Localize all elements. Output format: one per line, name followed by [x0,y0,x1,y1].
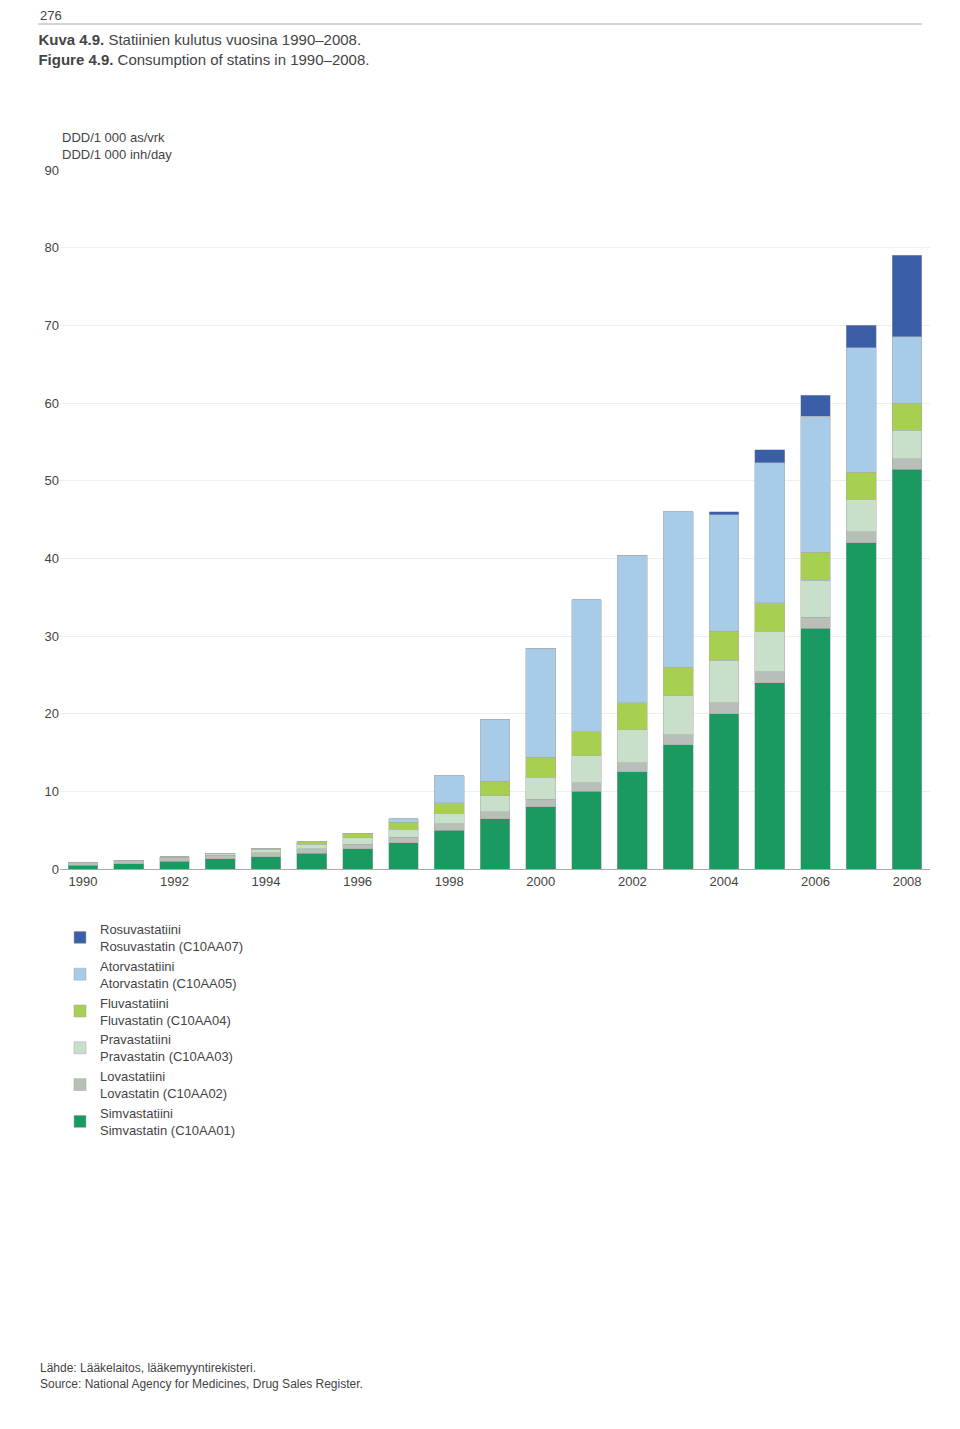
svg-text:1998: 1998 [435,874,464,889]
svg-text:Lähde: Lääkelaitos, lääkemyynt: Lähde: Lääkelaitos, lääkemyyntirekisteri… [40,1361,363,1391]
svg-text:Kuva 4.9. Statiinien kulutus v: Kuva 4.9. Statiinien kulutus vuosina 199… [38,31,369,68]
svg-text:1992: 1992 [160,874,189,889]
svg-text:50: 50 [45,473,59,488]
svg-text:0: 0 [52,862,59,877]
svg-text:DDD/1 000 as/vrkDDD/1 000 inh/: DDD/1 000 as/vrkDDD/1 000 inh/day [62,130,172,162]
svg-text:AtorvastatiiniAtorvastatin (C1: AtorvastatiiniAtorvastatin (C10AA05) [100,959,237,991]
svg-text:80: 80 [45,240,59,255]
svg-text:2006: 2006 [801,874,830,889]
svg-text:2000: 2000 [526,874,555,889]
svg-text:1990: 1990 [68,874,97,889]
svg-text:PravastatiiniPravastatin (C10A: PravastatiiniPravastatin (C10AA03) [100,1032,233,1064]
svg-text:10: 10 [45,784,59,799]
svg-text:FluvastatiiniFluvastatin (C10A: FluvastatiiniFluvastatin (C10AA04) [100,996,231,1028]
svg-text:276: 276 [40,8,62,23]
svg-text:2008: 2008 [893,874,922,889]
svg-text:RosuvastatiiniRosuvastatin (C1: RosuvastatiiniRosuvastatin (C10AA07) [100,922,243,954]
svg-text:60: 60 [45,396,59,411]
svg-text:1994: 1994 [252,874,281,889]
svg-text:40: 40 [45,551,59,566]
svg-text:SimvastatiiniSimvastatin (C10A: SimvastatiiniSimvastatin (C10AA01) [100,1106,235,1138]
svg-text:30: 30 [45,629,59,644]
svg-text:LovastatiiniLovastatin (C10AA0: LovastatiiniLovastatin (C10AA02) [100,1069,227,1101]
svg-text:90: 90 [45,163,59,178]
svg-text:70: 70 [45,318,59,333]
svg-text:20: 20 [45,706,59,721]
svg-text:1996: 1996 [343,874,372,889]
svg-text:2004: 2004 [709,874,738,889]
svg-text:2002: 2002 [618,874,647,889]
